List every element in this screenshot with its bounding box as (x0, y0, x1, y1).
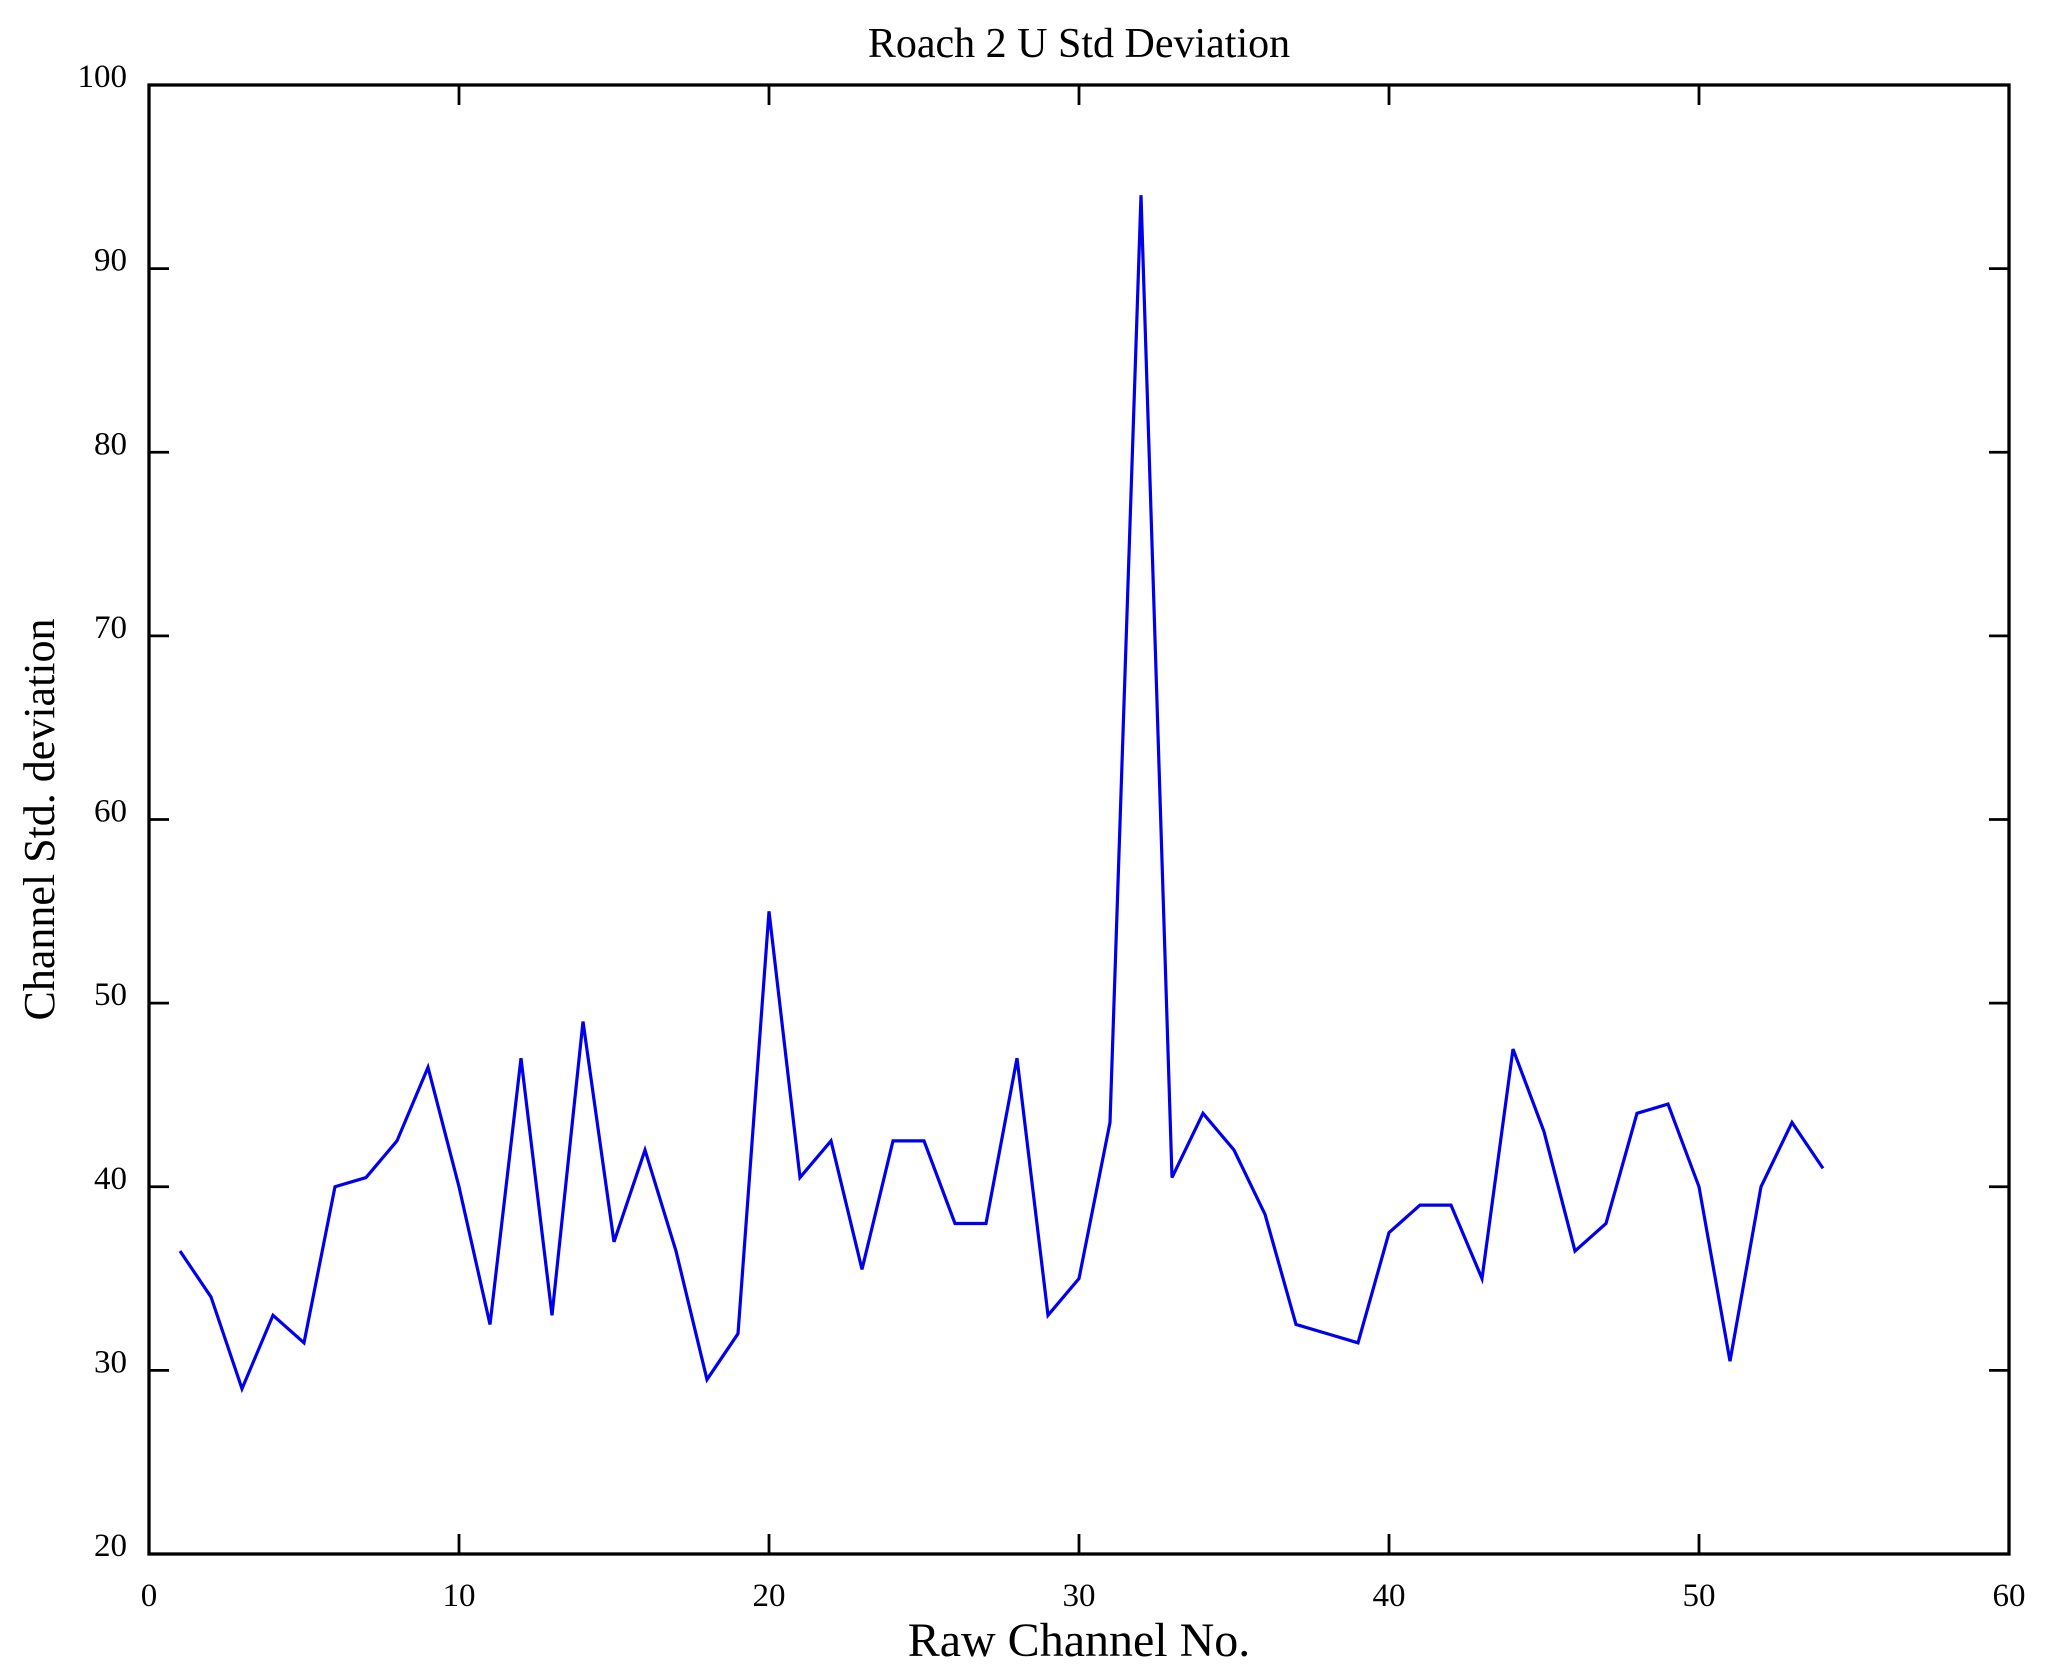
svg-text:0: 0 (141, 1578, 158, 1614)
svg-text:60: 60 (94, 794, 127, 830)
svg-text:20: 20 (94, 1528, 127, 1564)
svg-text:Roach 2 U Std Deviation: Roach 2 U Std Deviation (868, 21, 1290, 67)
svg-text:Raw Channel No.: Raw Channel No. (908, 1614, 1251, 1667)
svg-text:100: 100 (78, 59, 128, 95)
svg-text:80: 80 (94, 426, 127, 462)
svg-text:50: 50 (94, 977, 127, 1013)
svg-text:40: 40 (94, 1161, 127, 1197)
svg-text:60: 60 (1993, 1578, 2026, 1614)
svg-text:10: 10 (443, 1578, 476, 1614)
svg-text:70: 70 (94, 610, 127, 646)
svg-text:30: 30 (94, 1344, 127, 1380)
svg-text:30: 30 (1063, 1578, 1096, 1614)
svg-text:Channel Std. deviation: Channel Std. deviation (15, 618, 64, 1020)
svg-text:90: 90 (94, 243, 127, 279)
svg-text:20: 20 (753, 1578, 786, 1614)
svg-text:40: 40 (1373, 1578, 1406, 1614)
svg-text:50: 50 (1683, 1578, 1716, 1614)
